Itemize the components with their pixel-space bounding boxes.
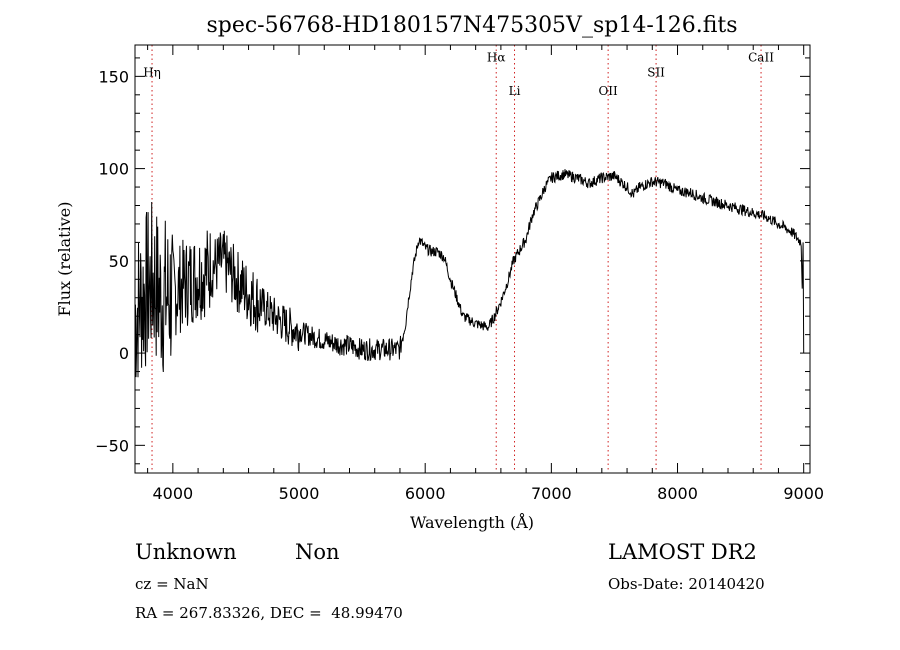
y-tick-label-4: 150	[98, 67, 129, 86]
y-tick-label-3: 100	[98, 160, 129, 179]
line-marker-label-5: CaII	[748, 51, 774, 65]
object-class: Unknown	[135, 540, 237, 564]
object-subclass: Non	[295, 540, 340, 564]
y-tick-label-0: −50	[95, 436, 129, 455]
x-axis-label: Wavelength (Å)	[410, 512, 534, 532]
x-tick-label-0: 4000	[152, 484, 193, 503]
x-tick-label-5: 9000	[783, 484, 824, 503]
line-marker-label-0: Hη	[143, 65, 161, 79]
chart-title: spec-56768-HD180157N475305V_sp14-126.fit…	[206, 13, 737, 38]
plot-frame	[134, 44, 811, 474]
y-tick-label-1: 0	[119, 344, 129, 363]
line-marker-label-4: SII	[647, 65, 665, 79]
line-marker-label-1: Hα	[487, 51, 506, 65]
x-tick-label-4: 8000	[657, 484, 698, 503]
survey-name: LAMOST DR2	[608, 540, 757, 564]
line-marker-label-2: Li	[509, 84, 521, 98]
obs-date: Obs-Date: 20140420	[608, 575, 765, 593]
y-tick-label-2: 50	[109, 252, 129, 271]
plot-area: Hη Hα Li OII SII CaII 4000 5000 6000 7000 8000 9000…	[95, 44, 824, 503]
x-tick-label-1: 5000	[279, 484, 320, 503]
y-axis-label: Flux (relative)	[55, 202, 74, 317]
cz-value: cz = NaN	[135, 575, 209, 593]
x-tick-label-3: 7000	[531, 484, 572, 503]
spectrum-line	[134, 169, 805, 378]
line-marker-label-3: OII	[598, 84, 618, 98]
coordinates: RA = 267.83326, DEC = 48.99470	[135, 604, 403, 622]
x-tick-label-2: 6000	[405, 484, 446, 503]
